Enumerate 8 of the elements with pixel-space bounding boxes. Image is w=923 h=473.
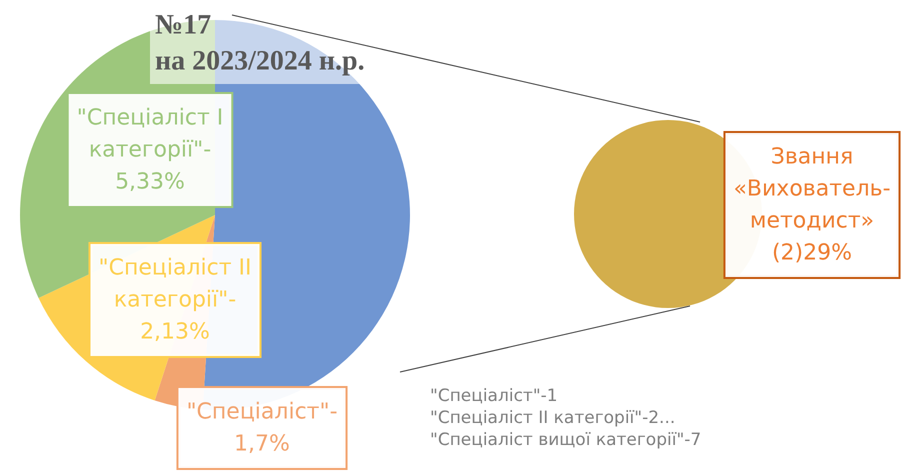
slice-label: "Спеціаліст II категорії"-2,13% bbox=[98, 256, 252, 344]
slice-label: "Спеціаліст I категорії"-5,33% bbox=[76, 106, 224, 194]
chart-title: №17 на 2023/2024 н.р. bbox=[155, 10, 365, 76]
slice-label: Звання «Вихователь-методист» (2)29% bbox=[733, 144, 891, 266]
text: "Спеціаліст вищої категорії"-7 bbox=[430, 429, 702, 451]
text: "Спеціаліст ІІ категорії"-2... bbox=[430, 407, 676, 429]
slice-label: "Спеціаліст"-1,7% bbox=[186, 400, 338, 456]
text: "Спеціаліст"-1 bbox=[430, 385, 559, 407]
